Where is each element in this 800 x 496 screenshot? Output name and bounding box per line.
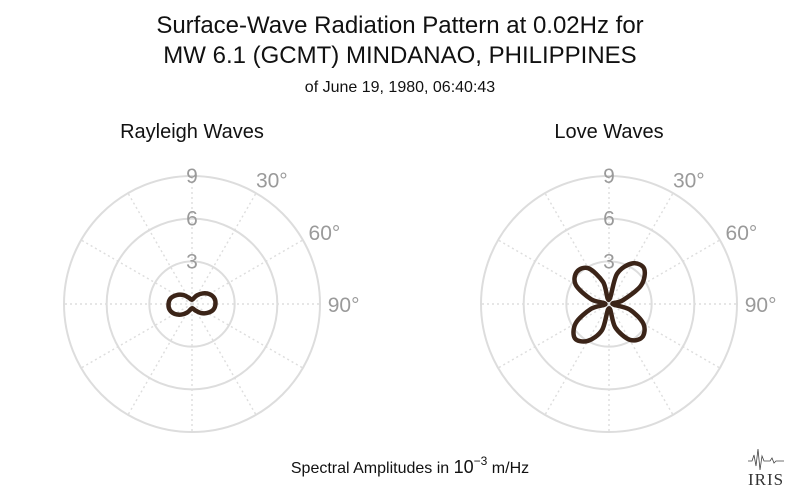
iris-logo: IRIS bbox=[748, 448, 784, 489]
love-ring-9 bbox=[480, 175, 738, 433]
love-r-tick-label-3: 3 bbox=[603, 250, 615, 273]
rayleigh-r-tick-label-3: 3 bbox=[186, 250, 198, 273]
love-ring-6 bbox=[522, 217, 696, 391]
seismogram-icon bbox=[748, 448, 784, 471]
rayleigh-angle-tick-label-90: 90° bbox=[328, 294, 360, 317]
rayleigh-waves-title: Rayleigh Waves bbox=[120, 121, 264, 143]
rayleigh-spoke-120 bbox=[191, 303, 304, 369]
rayleigh-angle-tick-label-60: 60° bbox=[309, 222, 341, 245]
love-waves-title: Love Waves bbox=[554, 121, 663, 143]
chart-title-line-2: MW 6.1 (GCMT) MINDANAO, PHILIPPINES bbox=[163, 42, 636, 69]
love-spoke-240 bbox=[497, 303, 610, 369]
love-spoke-210 bbox=[544, 303, 610, 416]
rayleigh-spoke-150 bbox=[191, 303, 257, 416]
rayleigh-ring-6 bbox=[105, 217, 279, 391]
rayleigh-spoke-330 bbox=[127, 192, 193, 305]
rayleigh-ring-9 bbox=[63, 175, 321, 433]
love-angle-tick-label-90: 90° bbox=[745, 294, 777, 317]
love-waves-panel: Love Waves 3 6 9 30° 60° 90° bbox=[480, 121, 777, 433]
love-spoke-330 bbox=[544, 192, 610, 305]
love-spoke-30 bbox=[608, 192, 674, 305]
rayleigh-waves-panel: Rayleigh Waves 3 6 9 30° 60° 90° bbox=[63, 121, 360, 433]
rayleigh-spoke-210 bbox=[127, 303, 193, 416]
footer-suffix: m/Hz bbox=[487, 460, 529, 477]
footer-units-label: Spectral Amplitudes in 10−3 m/Hz bbox=[291, 454, 529, 477]
chart-title-line-1: Surface-Wave Radiation Pattern at 0.02Hz… bbox=[156, 12, 643, 39]
rayleigh-r-tick-label-9: 9 bbox=[186, 165, 198, 188]
rayleigh-spoke-30 bbox=[191, 192, 257, 305]
rayleigh-spoke-300 bbox=[80, 239, 193, 305]
love-spoke-150 bbox=[608, 303, 674, 416]
iris-logo-text: IRIS bbox=[748, 470, 784, 489]
love-spoke-120 bbox=[608, 303, 721, 369]
love-spoke-60 bbox=[608, 239, 721, 305]
love-radiation-trace-0 bbox=[571, 260, 648, 344]
chart-subtitle: of June 19, 1980, 06:40:43 bbox=[305, 79, 495, 96]
rayleigh-ring-3 bbox=[148, 260, 236, 348]
footer-exponent: −3 bbox=[474, 454, 488, 468]
love-ring-3 bbox=[565, 260, 653, 348]
love-spoke-300 bbox=[497, 239, 610, 305]
rayleigh-radiation-trace-0 bbox=[166, 291, 218, 317]
rayleigh-r-tick-label-6: 6 bbox=[186, 208, 198, 231]
footer-base: 10 bbox=[454, 457, 474, 477]
love-r-tick-label-6: 6 bbox=[603, 208, 615, 231]
love-angle-tick-label-30: 30° bbox=[673, 170, 705, 193]
rayleigh-angle-tick-label-30: 30° bbox=[256, 170, 288, 193]
love-angle-tick-label-60: 60° bbox=[726, 222, 758, 245]
footer-prefix: Spectral Amplitudes in bbox=[291, 460, 454, 477]
love-r-tick-label-9: 9 bbox=[603, 165, 615, 188]
